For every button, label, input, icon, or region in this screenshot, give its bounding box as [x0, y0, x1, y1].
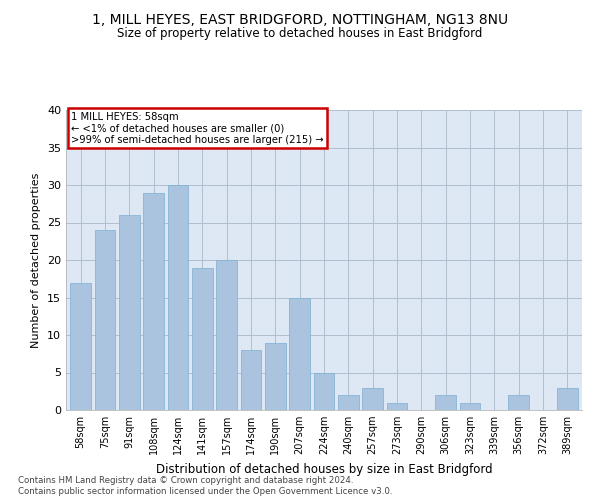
- Text: Contains public sector information licensed under the Open Government Licence v3: Contains public sector information licen…: [18, 487, 392, 496]
- Bar: [362, 388, 383, 410]
- Text: Contains HM Land Registry data © Crown copyright and database right 2024.: Contains HM Land Registry data © Crown c…: [18, 476, 353, 485]
- Bar: [338, 395, 359, 410]
- Bar: [70, 282, 91, 410]
- Bar: [95, 230, 115, 410]
- Bar: [216, 260, 237, 410]
- Text: Size of property relative to detached houses in East Bridgford: Size of property relative to detached ho…: [118, 28, 482, 40]
- Bar: [436, 395, 456, 410]
- Bar: [192, 268, 212, 410]
- Bar: [143, 192, 164, 410]
- Bar: [241, 350, 262, 410]
- X-axis label: Distribution of detached houses by size in East Bridgford: Distribution of detached houses by size …: [155, 462, 493, 475]
- Text: 1 MILL HEYES: 58sqm
← <1% of detached houses are smaller (0)
>99% of semi-detach: 1 MILL HEYES: 58sqm ← <1% of detached ho…: [71, 112, 324, 144]
- Bar: [557, 388, 578, 410]
- Bar: [167, 185, 188, 410]
- Bar: [460, 402, 481, 410]
- Bar: [386, 402, 407, 410]
- Bar: [508, 395, 529, 410]
- Bar: [289, 298, 310, 410]
- Bar: [119, 215, 140, 410]
- Text: 1, MILL HEYES, EAST BRIDGFORD, NOTTINGHAM, NG13 8NU: 1, MILL HEYES, EAST BRIDGFORD, NOTTINGHA…: [92, 12, 508, 26]
- Bar: [314, 372, 334, 410]
- Bar: [265, 342, 286, 410]
- Y-axis label: Number of detached properties: Number of detached properties: [31, 172, 41, 348]
